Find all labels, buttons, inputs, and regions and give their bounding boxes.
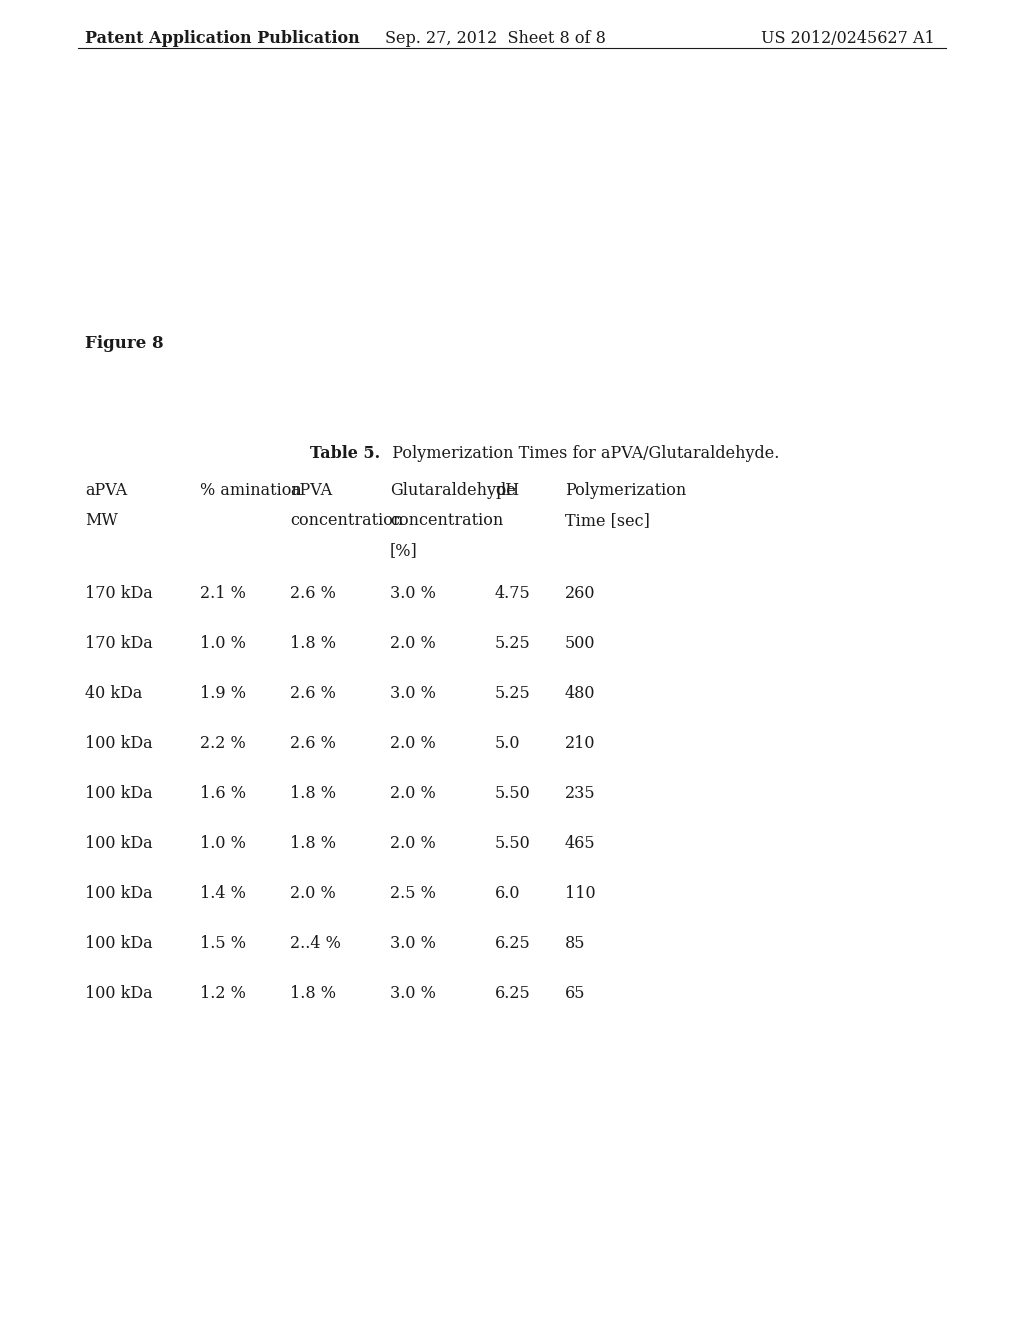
Text: 5.25: 5.25	[495, 685, 530, 702]
Text: 2.0 %: 2.0 %	[390, 735, 436, 752]
Text: 2.0 %: 2.0 %	[390, 836, 436, 851]
Text: Sep. 27, 2012  Sheet 8 of 8: Sep. 27, 2012 Sheet 8 of 8	[385, 30, 606, 48]
Text: Figure 8: Figure 8	[85, 335, 164, 352]
Text: 6.25: 6.25	[495, 985, 530, 1002]
Text: 1.8 %: 1.8 %	[290, 785, 336, 803]
Text: concentration: concentration	[290, 512, 403, 529]
Text: 2.6 %: 2.6 %	[290, 685, 336, 702]
Text: 5.50: 5.50	[495, 785, 530, 803]
Text: 3.0 %: 3.0 %	[390, 935, 436, 952]
Text: 1.9 %: 1.9 %	[200, 685, 246, 702]
Text: 1.5 %: 1.5 %	[200, 935, 246, 952]
Text: 100 kDa: 100 kDa	[85, 785, 153, 803]
Text: concentration: concentration	[390, 512, 503, 529]
Text: Polymerization Times for aPVA/Glutaraldehyde.: Polymerization Times for aPVA/Glutaralde…	[382, 445, 779, 462]
Text: Table 5.: Table 5.	[310, 445, 380, 462]
Text: 1.2 %: 1.2 %	[200, 985, 246, 1002]
Text: Polymerization: Polymerization	[565, 482, 686, 499]
Text: 1.6 %: 1.6 %	[200, 785, 246, 803]
Text: 500: 500	[565, 635, 596, 652]
Text: 465: 465	[565, 836, 596, 851]
Text: 100 kDa: 100 kDa	[85, 836, 153, 851]
Text: 4.75: 4.75	[495, 585, 530, 602]
Text: pH: pH	[495, 482, 519, 499]
Text: 3.0 %: 3.0 %	[390, 685, 436, 702]
Text: 2.5 %: 2.5 %	[390, 884, 436, 902]
Text: [%]: [%]	[390, 543, 418, 558]
Text: 65: 65	[565, 985, 586, 1002]
Text: 2.0 %: 2.0 %	[390, 635, 436, 652]
Text: 235: 235	[565, 785, 596, 803]
Text: % amination: % amination	[200, 482, 302, 499]
Text: 2.0 %: 2.0 %	[390, 785, 436, 803]
Text: 260: 260	[565, 585, 596, 602]
Text: 1.4 %: 1.4 %	[200, 884, 246, 902]
Text: US 2012/0245627 A1: US 2012/0245627 A1	[761, 30, 935, 48]
Text: 3.0 %: 3.0 %	[390, 585, 436, 602]
Text: 2..4 %: 2..4 %	[290, 935, 341, 952]
Text: 100 kDa: 100 kDa	[85, 735, 153, 752]
Text: 6.0: 6.0	[495, 884, 520, 902]
Text: 1.8 %: 1.8 %	[290, 635, 336, 652]
Text: 210: 210	[565, 735, 596, 752]
Text: 2.6 %: 2.6 %	[290, 585, 336, 602]
Text: 3.0 %: 3.0 %	[390, 985, 436, 1002]
Text: Time [sec]: Time [sec]	[565, 512, 650, 529]
Text: 1.0 %: 1.0 %	[200, 635, 246, 652]
Text: aPVA: aPVA	[85, 482, 127, 499]
Text: 1.0 %: 1.0 %	[200, 836, 246, 851]
Text: 100 kDa: 100 kDa	[85, 935, 153, 952]
Text: 2.0 %: 2.0 %	[290, 884, 336, 902]
Text: 170 kDa: 170 kDa	[85, 585, 153, 602]
Text: 5.0: 5.0	[495, 735, 520, 752]
Text: Glutaraldehyde: Glutaraldehyde	[390, 482, 516, 499]
Text: 40 kDa: 40 kDa	[85, 685, 142, 702]
Text: 170 kDa: 170 kDa	[85, 635, 153, 652]
Text: 100 kDa: 100 kDa	[85, 884, 153, 902]
Text: MW: MW	[85, 512, 118, 529]
Text: 5.50: 5.50	[495, 836, 530, 851]
Text: 5.25: 5.25	[495, 635, 530, 652]
Text: 1.8 %: 1.8 %	[290, 836, 336, 851]
Text: 110: 110	[565, 884, 596, 902]
Text: 2.1 %: 2.1 %	[200, 585, 246, 602]
Text: Patent Application Publication: Patent Application Publication	[85, 30, 359, 48]
Text: 100 kDa: 100 kDa	[85, 985, 153, 1002]
Text: 480: 480	[565, 685, 596, 702]
Text: 6.25: 6.25	[495, 935, 530, 952]
Text: aPVA: aPVA	[290, 482, 332, 499]
Text: 1.8 %: 1.8 %	[290, 985, 336, 1002]
Text: 2.2 %: 2.2 %	[200, 735, 246, 752]
Text: 2.6 %: 2.6 %	[290, 735, 336, 752]
Text: 85: 85	[565, 935, 586, 952]
